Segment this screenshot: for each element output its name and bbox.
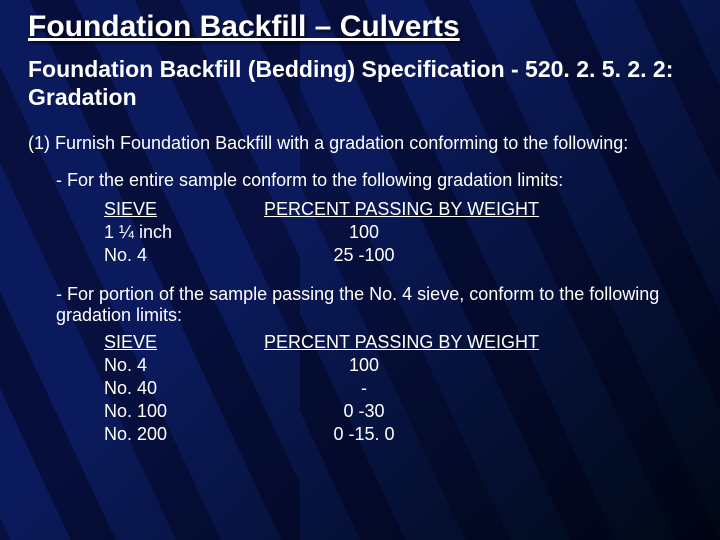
table2-percent-2: 0 -30 [264, 401, 464, 422]
table2-percent-1: - [264, 378, 464, 399]
table1-percent-1: 25 -100 [264, 245, 464, 266]
table2-header-sieve: SIEVE [104, 332, 264, 353]
table2-percent-0: 100 [264, 355, 464, 376]
gradation-table-2: SIEVE PERCENT PASSING BY WEIGHT No. 4 10… [104, 332, 692, 445]
table-row: No. 200 0 -15. 0 [104, 424, 692, 445]
table-row: No. 100 0 -30 [104, 401, 692, 422]
gradation-table-1: SIEVE PERCENT PASSING BY WEIGHT 1 ¼ inch… [104, 199, 692, 266]
table-row: No. 40 - [104, 378, 692, 399]
table1-header-percent: PERCENT PASSING BY WEIGHT [264, 199, 539, 220]
table-row: 1 ¼ inch 100 [104, 222, 692, 243]
slide-subtitle: Foundation Backfill (Bedding) Specificat… [28, 56, 692, 111]
table2-sieve-0: No. 4 [104, 355, 264, 376]
table-row: No. 4 100 [104, 355, 692, 376]
bullet-2: - For portion of the sample passing the … [56, 284, 692, 326]
item-1: (1) Furnish Foundation Backfill with a g… [28, 133, 692, 154]
table1-percent-0: 100 [264, 222, 464, 243]
table2-sieve-2: No. 100 [104, 401, 264, 422]
table1-sieve-0: 1 ¼ inch [104, 222, 264, 243]
table2-sieve-3: No. 200 [104, 424, 264, 445]
slide-title: Foundation Backfill – Culverts [28, 10, 692, 44]
table1-header-sieve: SIEVE [104, 199, 264, 220]
table2-header-percent: PERCENT PASSING BY WEIGHT [264, 332, 539, 353]
table2-percent-3: 0 -15. 0 [264, 424, 464, 445]
bullet-1: - For the entire sample conform to the f… [56, 170, 692, 191]
table-row: No. 4 25 -100 [104, 245, 692, 266]
table2-sieve-1: No. 40 [104, 378, 264, 399]
table1-sieve-1: No. 4 [104, 245, 264, 266]
